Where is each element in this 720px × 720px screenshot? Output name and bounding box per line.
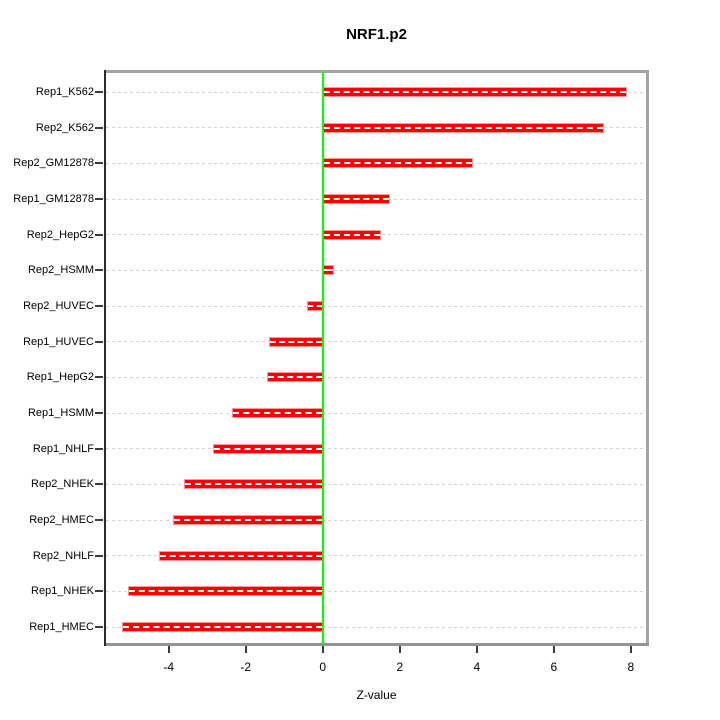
x-tick-label: -2 — [240, 660, 252, 674]
y-axis-tick — [95, 626, 103, 629]
bar-center-dash — [267, 376, 322, 379]
y-axis-tick — [95, 126, 103, 129]
x-tick-label: -4 — [163, 660, 175, 674]
bar-center-dash — [323, 233, 380, 236]
bar-center-dash — [123, 626, 322, 629]
x-axis-tick — [167, 646, 170, 653]
x-tick-label: 8 — [627, 660, 635, 674]
x-tick-label: 0 — [319, 660, 327, 674]
bar-Rep1_HMEC — [122, 622, 323, 633]
x-tick-label: 2 — [396, 660, 404, 674]
bar-Rep1_HSMM — [232, 408, 323, 419]
bar-Rep1_HUVEC — [268, 336, 323, 347]
grid-line — [106, 341, 646, 343]
category-label: Rep2_K562 — [35, 121, 94, 134]
x-axis-tick — [321, 646, 324, 653]
bar-Rep2_HUVEC — [307, 301, 323, 312]
bar-center-dash — [173, 519, 322, 522]
y-axis-tick — [95, 590, 103, 593]
bar-center-dash — [308, 305, 322, 308]
category-label: Rep2_NHEK — [31, 478, 94, 491]
category-label: Rep1_K562 — [35, 86, 94, 98]
x-axis-tick — [552, 646, 555, 653]
category-label: Rep2_HSMM — [27, 264, 94, 277]
grid-line — [106, 412, 646, 414]
x-axis-tick — [244, 646, 247, 653]
bar-Rep1_GM12878 — [322, 194, 391, 204]
category-label: Rep2_HMEC — [29, 514, 94, 527]
y-axis-tick — [95, 233, 103, 236]
bar-center-dash — [323, 162, 472, 165]
bar-center-dash — [323, 269, 334, 272]
plot-frame-right — [646, 70, 649, 646]
bar-Rep2_NHEK — [184, 479, 323, 490]
y-axis-tick — [95, 483, 103, 486]
bar-Rep2_NHLF — [159, 550, 323, 561]
y-axis-tick — [95, 554, 103, 557]
bar-center-dash — [323, 91, 627, 93]
bar-Rep1_HepG2 — [266, 372, 323, 383]
category-label: Rep1_HepG2 — [26, 371, 94, 384]
x-axis-title: Z-value — [356, 688, 397, 702]
category-label: Rep1_HUVEC — [23, 335, 94, 348]
bar-center-dash — [214, 447, 322, 450]
category-label: Rep1_HSMM — [27, 407, 94, 420]
bar-Rep1_K562 — [322, 87, 628, 97]
x-tick-label: 4 — [473, 660, 481, 674]
grid-line — [106, 448, 646, 450]
category-label: Rep1_NHEK — [31, 585, 94, 598]
grid-line — [106, 483, 646, 485]
bar-center-dash — [129, 590, 322, 593]
plot-area: Z-value Rep1_K562 Rep2_K562 Rep2_GM12878 Re… — [13, 70, 649, 702]
x-tick-label: 6 — [550, 660, 558, 674]
bar-center-dash — [233, 412, 322, 415]
bar-Rep2_HepG2 — [322, 229, 381, 240]
y-axis-tick — [95, 305, 103, 308]
bar-center-dash — [269, 340, 322, 343]
grid-line — [106, 376, 646, 378]
y-axis-tick — [95, 269, 103, 272]
bar-Rep2_GM12878 — [322, 158, 473, 169]
x-axis-tick — [475, 646, 478, 653]
x-axis-tick — [398, 646, 401, 653]
chart-title: NRF1.p2 — [346, 26, 407, 43]
category-label: Rep2_GM12878 — [13, 157, 94, 170]
y-axis-tick — [95, 198, 103, 200]
plot-frame-top — [104, 70, 649, 73]
bar-Rep1_NHEK — [128, 586, 323, 597]
zero-line — [321, 72, 324, 644]
y-axis-tick — [95, 376, 103, 379]
grid-line — [106, 555, 646, 557]
category-label: Rep1_HMEC — [29, 621, 94, 634]
category-label: Rep2_HUVEC — [23, 300, 94, 313]
y-axis-tick — [95, 519, 103, 522]
bar-Rep2_HSMM — [322, 265, 335, 276]
bar-center-dash — [323, 126, 603, 129]
bar-Rep2_HMEC — [172, 515, 323, 526]
grid-line — [106, 626, 646, 628]
category-label: Rep1_NHLF — [32, 442, 94, 455]
grid-line — [106, 519, 646, 521]
bar-center-dash — [185, 483, 322, 486]
y-axis-tick — [95, 340, 103, 343]
bar-Rep2_K562 — [322, 122, 604, 133]
category-label: Rep1_GM12878 — [13, 193, 94, 205]
y-axis-tick — [95, 162, 103, 165]
x-axis-tick — [629, 646, 632, 653]
grid-line — [106, 269, 646, 271]
y-axis-tick — [95, 412, 103, 415]
y-axis-tick — [95, 447, 103, 450]
y-axis-line — [104, 70, 106, 646]
y-axis-tick — [95, 91, 103, 93]
grid-line — [106, 590, 646, 592]
category-label: Rep2_HepG2 — [26, 228, 94, 241]
bar-center-dash — [323, 198, 390, 200]
bar-Rep1_NHLF — [213, 443, 323, 454]
category-label: Rep2_NHLF — [32, 549, 94, 562]
plot-frame-bottom — [104, 643, 649, 646]
grid-line — [106, 305, 646, 307]
bar-center-dash — [160, 554, 322, 557]
